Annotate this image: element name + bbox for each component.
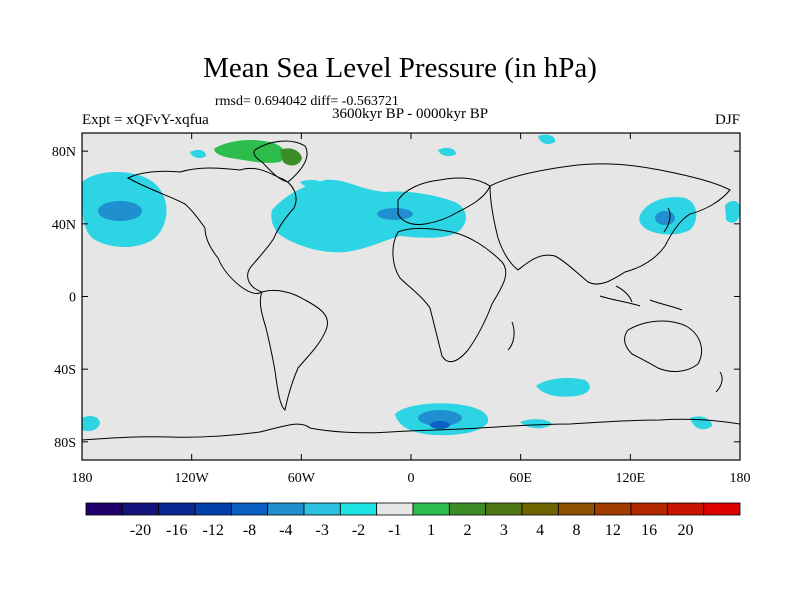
coastline-asia (489, 163, 731, 285)
colorbar-label: -12 (203, 522, 224, 539)
anomaly-arctic-cyan (190, 149, 206, 159)
lon-tick-label: 0 (408, 471, 415, 486)
map-background (82, 133, 740, 460)
colorbar-swatch (230, 502, 269, 516)
anomaly-north-canada (300, 179, 326, 189)
colorbar-swatch (630, 502, 668, 516)
colorbar-label: -1 (388, 522, 401, 539)
colorbar: -20 -16 -12 -8 -4 -3 -2 -1 1 2 3 4 8 12 16 20 (85, 502, 741, 539)
colorbar-swatch (194, 502, 232, 516)
chart-subtitle: 3600kyr BP - 0000kyr BP (331, 106, 489, 122)
lon-tick-label: 180 (730, 471, 751, 486)
colorbar-swatch (485, 502, 523, 516)
colorbar-swatch (121, 502, 160, 516)
stats-text: rmsd= 0.694042 diff= -0.563721 (215, 94, 399, 109)
colorbar-swatch (557, 502, 596, 516)
colorbar-label: -16 (166, 522, 187, 539)
colorbar-label: -4 (279, 522, 292, 539)
anomaly-arctic-green-2 (280, 148, 302, 166)
colorbar-label: 2 (464, 522, 472, 539)
lon-tick-label: 120W (175, 471, 210, 486)
lon-tick-label: 60W (288, 471, 316, 486)
season-label: DJF (714, 112, 740, 128)
anomaly-antarctic-strip (520, 419, 552, 429)
colorbar-label: 8 (573, 522, 581, 539)
coastline-africa (392, 227, 507, 363)
experiment-label: Expt = xQFvY-xqfua (82, 112, 209, 128)
anomaly-region-east-edge (725, 200, 740, 223)
colorbar-label: 12 (605, 522, 621, 539)
colorbar-swatch (158, 502, 196, 516)
anomaly-core-southern-atlantic (418, 410, 462, 426)
colorbar-label: 20 (678, 522, 694, 539)
anomaly-core-southern-atlantic-2 (430, 421, 450, 429)
colorbar-swatch (412, 502, 450, 516)
coastline-japan (663, 207, 671, 233)
coastline-madagascar (507, 321, 515, 351)
lat-tick-label: 0 (69, 291, 76, 306)
coastline-north-america (126, 167, 297, 295)
anomaly-arctic-cyan-3 (538, 134, 556, 144)
lon-tick-label: 180 (72, 471, 93, 486)
colorbar-swatch (85, 502, 123, 516)
chart-title: Mean Sea Level Pressure (in hPa) (203, 52, 597, 84)
coastline-maritime-asia (599, 285, 683, 311)
pressure-anomaly-field (82, 134, 740, 436)
colorbar-swatch (703, 502, 741, 516)
coastline-australia (624, 320, 702, 372)
longitude-axis: 180 120W 60W 0 60E 120E 180 (72, 133, 751, 486)
colorbar-swatch (521, 502, 559, 516)
colorbar-label: -20 (130, 522, 151, 539)
coastline-antarctica (82, 418, 740, 441)
colorbar-label: 3 (500, 522, 508, 539)
colorbar-label: -8 (243, 522, 256, 539)
colorbar-label: -2 (352, 522, 365, 539)
coastline-south-america (259, 289, 328, 411)
anomaly-arctic-cyan-2 (438, 147, 456, 157)
anomaly-arctic-green (214, 140, 286, 163)
anomaly-core-japan (655, 211, 675, 225)
colorbar-swatch (339, 502, 378, 516)
anomaly-southern-west (82, 416, 100, 432)
anomaly-core-north-pacific (98, 201, 142, 221)
coastline-europe (397, 177, 491, 225)
colorbar-swatch (666, 502, 705, 516)
colorbar-label: 1 (427, 522, 435, 539)
colorbar-swatch (376, 502, 414, 516)
coastlines (82, 140, 740, 441)
anomaly-core-europe (377, 208, 413, 220)
latitude-axis: 80N 40N 0 40S 80S (52, 145, 740, 451)
lon-tick-label: 120E (616, 471, 646, 486)
coastline-new-zealand (715, 371, 723, 393)
coastline-greenland (253, 140, 308, 183)
colorbar-swatch (303, 502, 341, 516)
colorbar-swatch (448, 502, 487, 516)
lat-tick-label: 40S (54, 363, 76, 378)
colorbar-label: 16 (641, 522, 657, 539)
anomaly-region-north-atlantic (271, 179, 466, 253)
lon-tick-label: 60E (509, 471, 532, 486)
lat-tick-label: 40N (52, 218, 76, 233)
colorbar-label: 4 (536, 522, 544, 539)
lat-tick-label: 80N (52, 145, 76, 160)
lat-tick-label: 80S (54, 436, 76, 451)
anomaly-southern-indian (536, 378, 590, 397)
colorbar-swatch (594, 502, 632, 516)
colorbar-swatch (267, 502, 305, 516)
colorbar-label: -3 (316, 522, 329, 539)
